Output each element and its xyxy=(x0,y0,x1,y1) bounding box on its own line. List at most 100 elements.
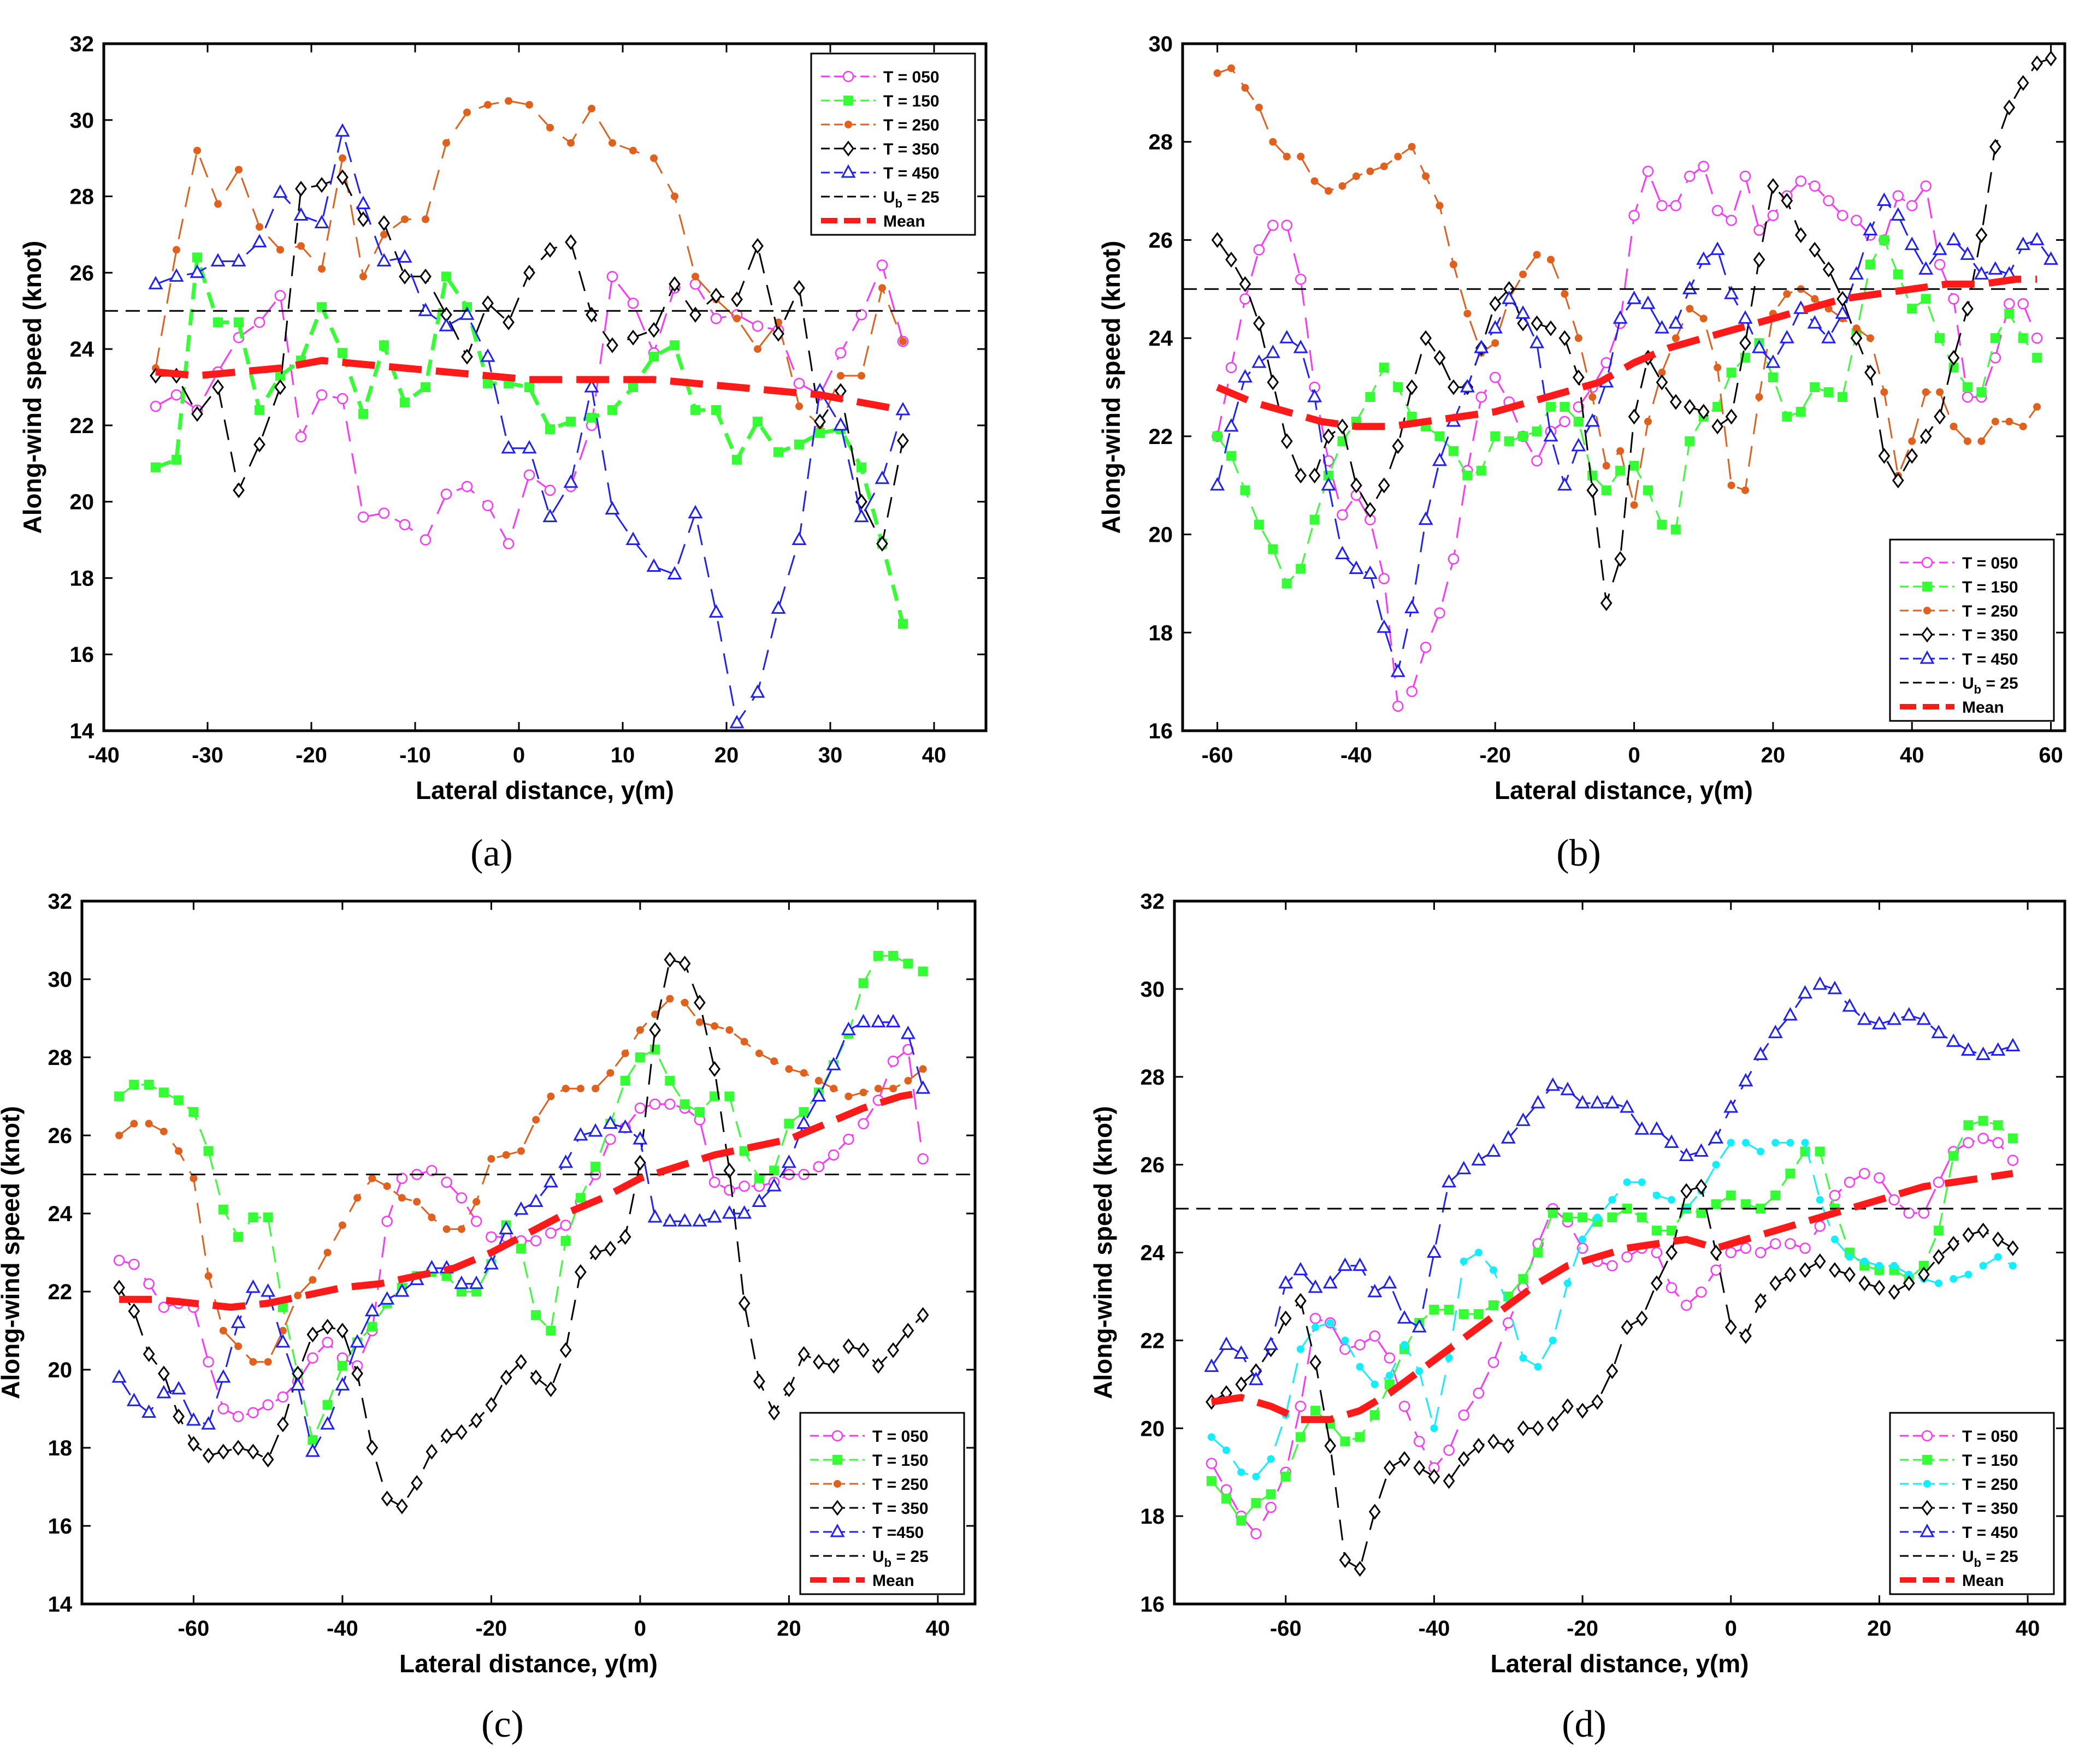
data-point-19 xyxy=(525,100,533,109)
data-point-51 xyxy=(1948,1151,1959,1161)
data-point-23 xyxy=(442,1225,451,1233)
data-point-30 xyxy=(752,238,764,254)
data-point-54 xyxy=(1948,293,1959,305)
data-point-3 xyxy=(190,264,205,278)
data-point-7 xyxy=(201,1416,216,1430)
data-point-51 xyxy=(857,1342,870,1358)
data-point-15 xyxy=(440,488,452,500)
data-point-5 xyxy=(1263,1336,1279,1350)
legend-box xyxy=(810,52,976,236)
data-point-28 xyxy=(1608,1195,1616,1204)
data-point-24 xyxy=(456,1192,468,1204)
data-point-51 xyxy=(858,1118,869,1129)
data-point-31 xyxy=(562,1085,570,1093)
data-point-50 xyxy=(1892,472,1904,489)
data-point-6 xyxy=(1283,152,1291,161)
data-point-8 xyxy=(1309,514,1320,525)
data-point-25 xyxy=(470,1216,482,1227)
data-point-27 xyxy=(500,1369,512,1386)
data-point-46 xyxy=(781,1154,796,1168)
data-point-51 xyxy=(859,1088,867,1097)
data-point-25 xyxy=(1543,428,1558,442)
data-point-52 xyxy=(1918,261,1934,275)
x-tick-label: -40 xyxy=(88,743,120,767)
data-point-10 xyxy=(1340,1436,1350,1447)
panel-caption: (a) xyxy=(470,832,513,874)
y-tick-label: 30 xyxy=(1141,978,1165,1002)
data-point-33 xyxy=(1680,1183,1693,1199)
data-point-13 xyxy=(1380,162,1388,170)
data-point-3 xyxy=(1923,1480,1931,1488)
data-point-24 xyxy=(629,146,637,155)
data-point-24 xyxy=(1545,1077,1561,1091)
data-point-45 xyxy=(1821,330,1836,344)
data-point-1 xyxy=(114,1091,125,1102)
data-point-25 xyxy=(649,352,659,362)
data-point-25 xyxy=(472,1198,481,1206)
data-point-46 xyxy=(783,1381,795,1398)
data-point-34 xyxy=(835,347,847,359)
data-point-57 xyxy=(1989,139,2001,155)
data-point-35 xyxy=(855,309,867,321)
data-point-17 xyxy=(484,100,492,109)
data-point-26 xyxy=(1575,1094,1590,1109)
data-point-15 xyxy=(322,1336,333,1348)
data-point-40 xyxy=(695,1018,704,1026)
data-point-50 xyxy=(1935,1279,1943,1287)
data-point-36 xyxy=(636,1026,644,1034)
data-point-49 xyxy=(1880,388,1888,396)
data-point-55 xyxy=(1962,382,1972,392)
data-point-7 xyxy=(1295,274,1307,285)
data-point-3 xyxy=(191,406,203,422)
data-point-30 xyxy=(1637,1212,1647,1223)
data-point-5 xyxy=(1268,544,1278,554)
y-axis-label: Along-wind speed (knot) xyxy=(18,241,46,534)
data-point-11 xyxy=(1352,1257,1368,1271)
data-point-14 xyxy=(1397,1310,1412,1324)
data-point-7 xyxy=(273,184,288,198)
data-point-28 xyxy=(1606,1363,1619,1380)
legend-item: Mean xyxy=(1900,699,2004,717)
data-point-5 xyxy=(175,1147,183,1155)
y-tick-label: 28 xyxy=(1149,131,1173,155)
data-point-1 xyxy=(842,70,854,82)
data-point-26 xyxy=(671,192,678,200)
data-point-31 xyxy=(560,1220,571,1231)
x-tick-label: 10 xyxy=(611,743,635,767)
data-point-6 xyxy=(256,223,263,231)
data-point-5 xyxy=(1919,1523,1935,1537)
data-point-31 xyxy=(1651,1247,1663,1258)
data-point-35 xyxy=(1710,1245,1722,1260)
data-point-27 xyxy=(1573,416,1584,427)
data-point-16 xyxy=(336,1323,349,1339)
data-point-27 xyxy=(502,1151,510,1159)
data-point-12 xyxy=(1371,1380,1379,1388)
data-point-21 xyxy=(566,416,576,427)
data-point-12 xyxy=(1367,1283,1383,1298)
data-point-9 xyxy=(1321,477,1336,491)
data-point-1 xyxy=(115,1132,123,1139)
data-point-36 xyxy=(1727,1139,1735,1147)
data-point-55 xyxy=(1960,246,1975,260)
data-point-6 xyxy=(252,234,267,247)
data-point-13 xyxy=(1385,1371,1393,1380)
data-point-13 xyxy=(399,519,411,530)
data-point-1 xyxy=(148,276,163,289)
y-tick-label: 32 xyxy=(70,32,94,56)
data-point-58 xyxy=(2003,99,2016,116)
data-point-55 xyxy=(1963,437,1971,445)
data-point-45 xyxy=(1822,261,1835,277)
series-t-350 xyxy=(150,169,909,552)
legend-label: Mean xyxy=(883,212,925,230)
data-point-36 xyxy=(1697,404,1710,420)
y-tick-label: 24 xyxy=(1141,1241,1165,1265)
data-point-38 xyxy=(1757,1147,1765,1156)
data-point-43 xyxy=(739,1180,750,1192)
data-point-44 xyxy=(755,1049,763,1057)
data-point-35 xyxy=(1709,1130,1724,1144)
data-point-38 xyxy=(1755,1293,1767,1309)
data-point-9 xyxy=(234,1342,243,1351)
data-point-35 xyxy=(857,462,866,472)
data-point-60 xyxy=(2031,332,2043,344)
